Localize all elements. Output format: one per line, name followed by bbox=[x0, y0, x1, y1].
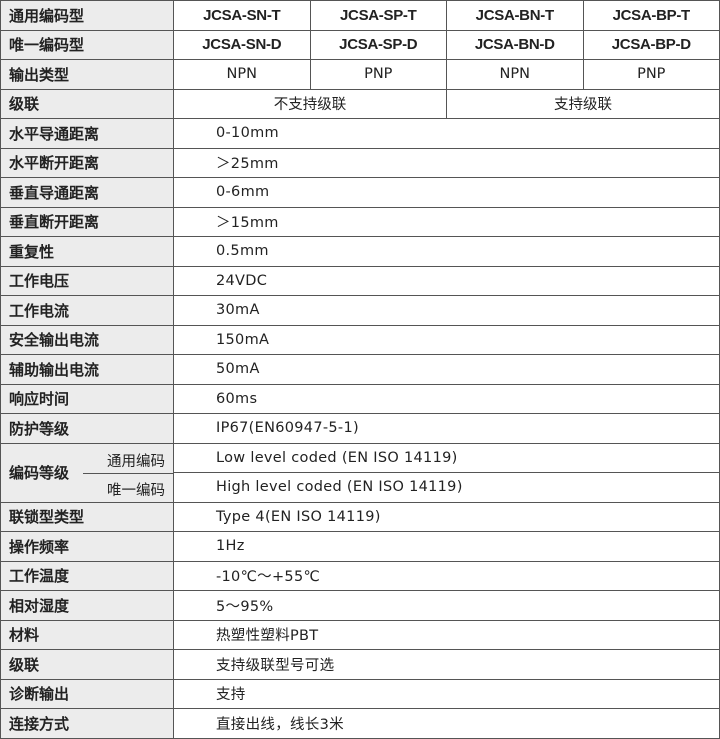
table-row: 工作电压 24VDC bbox=[0, 266, 720, 296]
row-label: 相对湿度 bbox=[0, 591, 174, 620]
row-label: 诊断输出 bbox=[0, 679, 174, 708]
row-value: 支持 bbox=[174, 679, 720, 708]
table-row: 唯一编码型 JCSA-SN-D JCSA-SP-D JCSA-BN-D JCSA-BP-… bbox=[0, 30, 720, 60]
table-row: 工作温度 -10℃～+55℃ bbox=[0, 561, 720, 591]
table-cell: JCSA-SN-T bbox=[174, 1, 311, 30]
table-cell: PNP bbox=[311, 60, 447, 89]
table-cell: JCSA-BP-D bbox=[584, 30, 720, 59]
table-cell: 支持级联 bbox=[447, 89, 720, 118]
row-value: ＞15mm bbox=[174, 207, 720, 236]
row-label: 连接方式 bbox=[0, 709, 174, 738]
row-value: 直接出线，线长3米 bbox=[174, 709, 720, 738]
row-value: Type 4(EN ISO 14119) bbox=[174, 502, 720, 531]
row-value: 0.5mm bbox=[174, 237, 720, 266]
row-label: 联锁型类型 bbox=[0, 502, 174, 531]
table-cell: JCSA-BN-T bbox=[447, 1, 584, 30]
row-value: 50mA bbox=[174, 355, 720, 384]
table-cell: JCSA-SP-T bbox=[311, 1, 447, 30]
table-cell: PNP bbox=[584, 60, 720, 89]
row-value: 支持级联型号可选 bbox=[174, 650, 720, 679]
row-value: Low level coded (EN ISO 14119) bbox=[174, 443, 720, 473]
table-cell: JCSA-SP-D bbox=[311, 30, 447, 59]
table-row: 诊断输出 支持 bbox=[0, 679, 720, 709]
table-cell: JCSA-SN-D bbox=[174, 30, 311, 59]
row-label: 垂直导通距离 bbox=[0, 178, 174, 207]
row-label: 工作电压 bbox=[0, 266, 174, 295]
row-label: 水平断开距离 bbox=[0, 148, 174, 177]
table-cell: 不支持级联 bbox=[174, 89, 447, 118]
divider bbox=[83, 472, 173, 474]
row-value: 150mA bbox=[174, 325, 720, 354]
table-row: 辅助输出电流 50mA bbox=[0, 355, 720, 385]
row-label-group: 编码等级 通用编码唯一编码 bbox=[0, 443, 174, 502]
row-label: 工作电流 bbox=[0, 296, 174, 325]
table-cell: NPN bbox=[174, 60, 311, 89]
row-value: -10℃～+55℃ bbox=[174, 561, 720, 590]
table-row: 级联 不支持级联 支持级联 bbox=[0, 89, 720, 119]
row-value: 0-10mm bbox=[174, 119, 720, 148]
row-label: 响应时间 bbox=[0, 384, 174, 413]
table-row: 响应时间 60ms bbox=[0, 384, 720, 414]
row-label: 辅助输出电流 bbox=[0, 355, 174, 384]
table-row: 安全输出电流 150mA bbox=[0, 325, 720, 355]
table-row: 相对湿度 5～95% bbox=[0, 591, 720, 621]
table-row: 垂直导通距离 0-6mm bbox=[0, 178, 720, 208]
sub-label: 唯一编码 bbox=[107, 482, 165, 499]
row-label: 垂直断开距离 bbox=[0, 207, 174, 236]
row-label: 操作频率 bbox=[0, 532, 174, 561]
table-row: 输出类型 NPN PNP NPN PNP bbox=[0, 60, 720, 90]
row-label: 重复性 bbox=[0, 237, 174, 266]
coding-values: Low level coded (EN ISO 14119) High level… bbox=[174, 443, 720, 502]
table-row: 工作电流 30mA bbox=[0, 296, 720, 326]
row-value: ＞25mm bbox=[174, 148, 720, 177]
table-row: 操作频率 1Hz bbox=[0, 532, 720, 562]
row-label: 工作温度 bbox=[0, 561, 174, 590]
table-row: 垂直断开距离 ＞15mm bbox=[0, 207, 720, 237]
row-value: High level coded (EN ISO 14119) bbox=[174, 473, 720, 502]
row-label: 安全输出电流 bbox=[0, 325, 174, 354]
table-cell: JCSA-BN-D bbox=[447, 30, 584, 59]
table-row: 连接方式 直接出线，线长3米 bbox=[0, 709, 720, 739]
table-row-coding: 编码等级 通用编码唯一编码 Low level coded (EN ISO 1411… bbox=[0, 443, 720, 503]
row-label: 输出类型 bbox=[0, 60, 174, 89]
row-value: 热塑性塑料PBT bbox=[174, 620, 720, 649]
table-row: 联锁型类型 Type 4(EN ISO 14119) bbox=[0, 502, 720, 532]
row-value: 0-6mm bbox=[174, 178, 720, 207]
table-row: 水平导通距离 0-10mm bbox=[0, 119, 720, 149]
row-label: 级联 bbox=[0, 650, 174, 679]
row-label: 材料 bbox=[0, 620, 174, 649]
table-row: 级联 支持级联型号可选 bbox=[0, 650, 720, 680]
row-value: 5～95% bbox=[174, 591, 720, 620]
row-label: 唯一编码型 bbox=[0, 30, 174, 59]
row-value: IP67(EN60947-5-1) bbox=[174, 414, 720, 443]
table-cell: NPN bbox=[447, 60, 584, 89]
table-row: 水平断开距离 ＞25mm bbox=[0, 148, 720, 178]
row-label: 级联 bbox=[0, 89, 174, 118]
table-row: 通用编码型 JCSA-SN-T JCSA-SP-T JCSA-BN-T JCSA-BP-… bbox=[0, 1, 720, 31]
row-label: 水平导通距离 bbox=[0, 119, 174, 148]
row-value: 60ms bbox=[174, 384, 720, 413]
row-value: 24VDC bbox=[174, 266, 720, 295]
table-cell: JCSA-BP-T bbox=[584, 1, 720, 30]
table-row: 防护等级 IP67(EN60947-5-1) bbox=[0, 414, 720, 444]
row-value: 30mA bbox=[174, 296, 720, 325]
table-row: 材料 热塑性塑料PBT bbox=[0, 620, 720, 650]
row-label: 编码等级 bbox=[9, 464, 70, 482]
sub-label: 通用编码 bbox=[107, 453, 165, 470]
row-label: 通用编码型 bbox=[0, 1, 174, 30]
row-value: 1Hz bbox=[174, 532, 720, 561]
row-label: 防护等级 bbox=[0, 414, 174, 443]
table-row: 重复性 0.5mm bbox=[0, 237, 720, 267]
